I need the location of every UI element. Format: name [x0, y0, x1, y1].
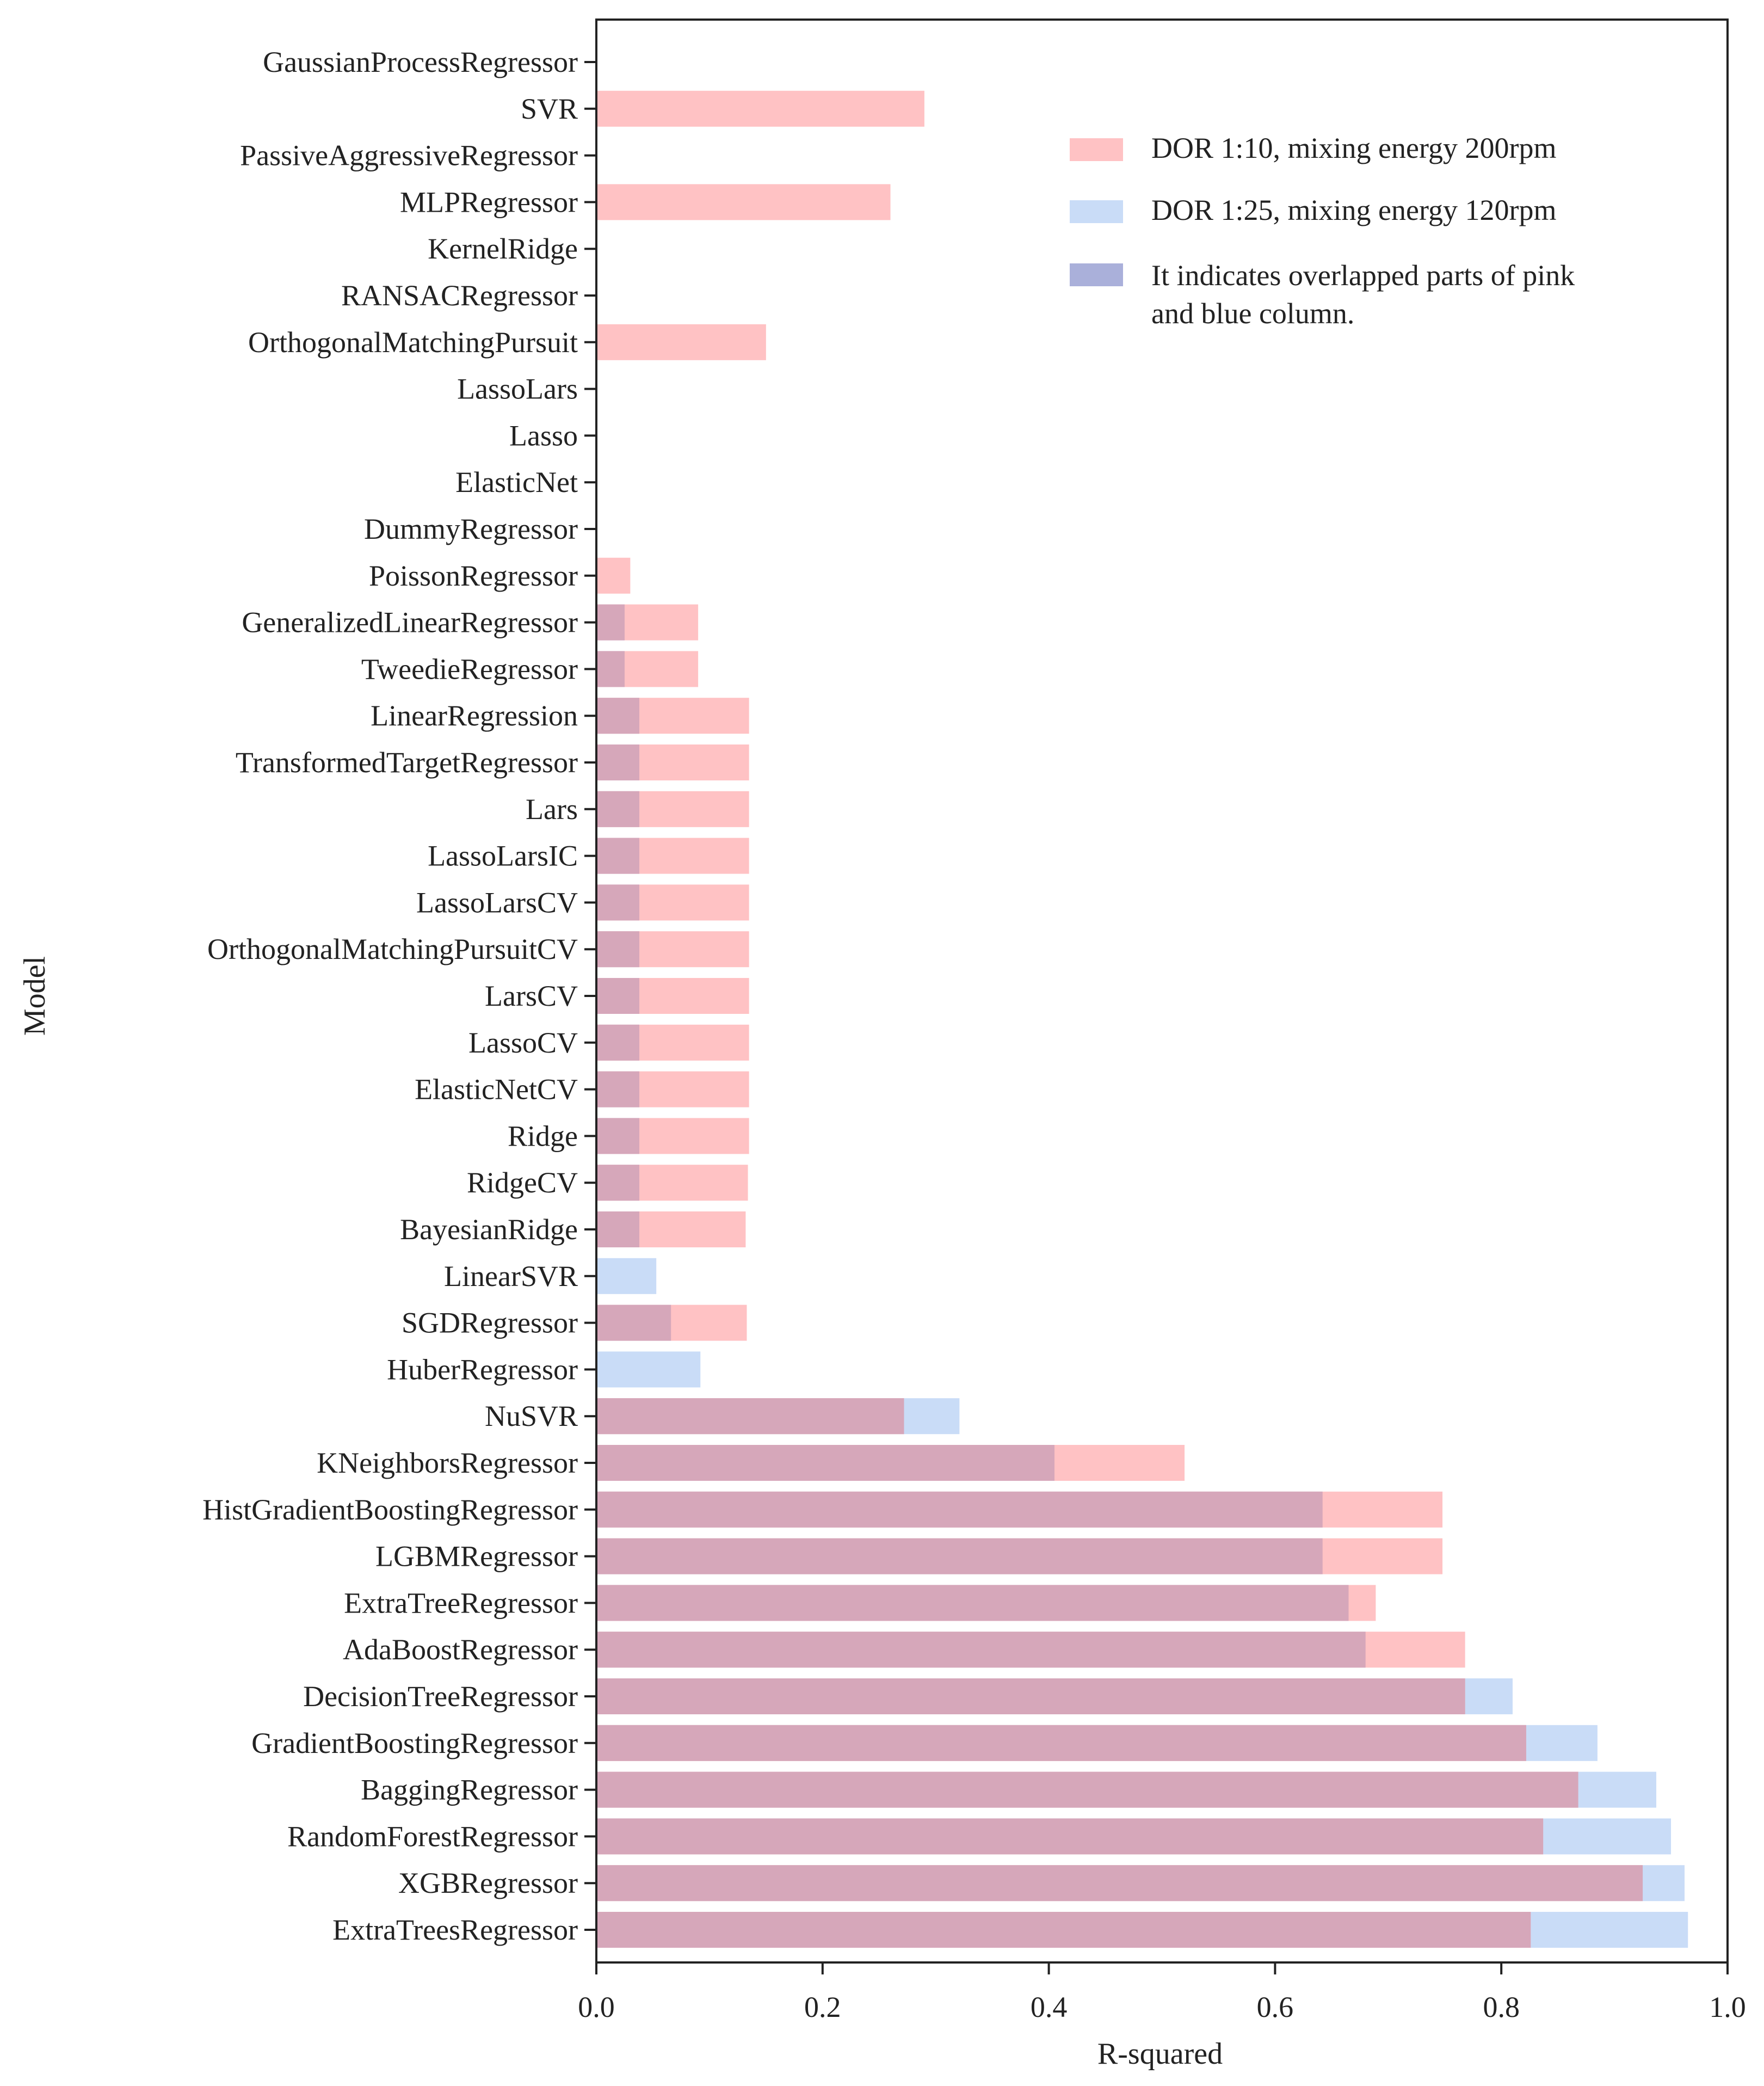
y-tick-label: TweedieRegressor	[361, 653, 578, 685]
axes-layer	[584, 19, 1729, 1974]
y-tick-label: GradientBoostingRegressor	[251, 1727, 578, 1759]
y-tick-label: PoissonRegressor	[369, 559, 578, 592]
y-tick-label: HistGradientBoostingRegressor	[202, 1493, 578, 1526]
bar-overlap	[596, 604, 625, 641]
legend-label-pink: DOR 1:10, mixing energy 200rpm	[1151, 132, 1556, 164]
bar-overlap	[596, 1912, 1531, 1948]
y-tick-label: SVR	[521, 93, 578, 125]
y-tick-label: AdaBoostRegressor	[343, 1633, 578, 1666]
bar-overlap	[596, 1211, 640, 1247]
y-tick-label: LassoLarsIC	[428, 840, 578, 872]
legend-label-blue: DOR 1:25, mixing energy 120rpm	[1151, 194, 1556, 226]
bars-layer	[596, 90, 1688, 1948]
y-tick-label: DummyRegressor	[364, 513, 578, 545]
y-tick-label: RidgeCV	[467, 1166, 578, 1199]
bar-pink	[596, 184, 891, 220]
bar-overlap	[596, 1445, 1054, 1481]
bar-overlap	[596, 791, 640, 827]
y-axis-label: Model	[18, 956, 52, 1036]
y-tick-label: LassoLars	[457, 373, 578, 405]
bar-overlap	[596, 1585, 1349, 1621]
bar-overlap	[596, 1118, 640, 1154]
bar-overlap	[596, 1398, 904, 1435]
legend-swatch-overlap	[1070, 263, 1123, 286]
legend: DOR 1:10, mixing energy 200rpm DOR 1:25,…	[1070, 132, 1575, 330]
y-tick-label: PassiveAggressiveRegressor	[240, 139, 578, 172]
y-tick-labels: GaussianProcessRegressor SVR PassiveAggres…	[202, 46, 578, 1946]
bar-pink	[596, 324, 766, 360]
legend-swatch-blue	[1070, 200, 1123, 223]
y-tick-label: Lars	[526, 793, 578, 826]
bar-overlap	[596, 1818, 1544, 1855]
y-tick-label: XGBRegressor	[398, 1867, 578, 1899]
bar-overlap	[596, 1165, 640, 1201]
bar-overlap	[596, 931, 640, 968]
bar-overlap	[596, 1725, 1526, 1761]
y-tick-label: LGBMRegressor	[375, 1540, 578, 1573]
y-tick-label: Ridge	[508, 1119, 578, 1152]
y-tick-label: KNeighborsRegressor	[317, 1447, 578, 1479]
y-tick-label: MLPRegressor	[400, 186, 578, 218]
y-tick-label: TransformedTargetRegressor	[236, 746, 578, 779]
bar-overlap	[596, 978, 640, 1014]
bar-pink	[596, 557, 631, 594]
x-tick-label: 1.0	[1709, 1991, 1746, 2023]
x-axis-label: R-squared	[1097, 2037, 1223, 2071]
bar-overlap	[596, 838, 640, 874]
y-tick-label: RandomForestRegressor	[287, 1820, 578, 1853]
y-tick-label: ExtraTreesRegressor	[332, 1913, 578, 1946]
bar-overlap	[596, 1024, 640, 1061]
bar-overlap	[596, 651, 625, 687]
y-tick-label: LassoCV	[468, 1026, 578, 1059]
x-tick-label: 0.8	[1483, 1991, 1520, 2023]
x-tick-label: 0.2	[804, 1991, 841, 2023]
x-tick-label: 0.0	[578, 1991, 615, 2023]
legend-swatch-pink	[1070, 138, 1123, 161]
y-tick-label: LassoLarsCV	[416, 886, 578, 919]
bar-overlap	[596, 1632, 1366, 1668]
bar-overlap	[596, 744, 640, 780]
y-tick-label: KernelRidge	[428, 232, 578, 265]
bar-overlap	[596, 1771, 1578, 1808]
bar-overlap	[596, 1538, 1323, 1574]
x-tick-label: 0.6	[1257, 1991, 1294, 2023]
x-tick-labels: 0.0 0.2 0.4 0.6 0.8 1.0	[578, 1991, 1746, 2023]
bar-overlap	[596, 884, 640, 921]
bar-blue	[596, 1351, 701, 1388]
y-tick-label: NuSVR	[485, 1400, 578, 1432]
bar-overlap	[596, 1071, 640, 1107]
y-tick-label: LinearSVR	[444, 1260, 578, 1293]
bar-overlap	[596, 1304, 671, 1341]
y-tick-label: RANSACRegressor	[341, 279, 578, 312]
bar-blue	[596, 1258, 657, 1294]
bar-overlap	[596, 698, 640, 734]
y-tick-label: OrthogonalMatchingPursuit	[248, 326, 578, 359]
y-tick-label: SGDRegressor	[402, 1307, 578, 1339]
y-tick-label: DecisionTreeRegressor	[303, 1680, 578, 1713]
bar-overlap	[596, 1491, 1323, 1528]
y-tick-label: LinearRegression	[371, 699, 578, 732]
y-tick-label: ExtraTreeRegressor	[344, 1586, 578, 1619]
y-tick-label: HuberRegressor	[387, 1353, 578, 1386]
y-tick-label: BayesianRidge	[400, 1213, 578, 1246]
y-tick-label: ElasticNet	[455, 466, 578, 499]
legend-label-overlap-line1: It indicates overlapped parts of pink	[1151, 259, 1575, 292]
y-tick-label: BaggingRegressor	[361, 1774, 578, 1806]
y-tick-label: Lasso	[509, 419, 578, 452]
y-tick-label: LarsCV	[485, 980, 578, 1012]
legend-label-overlap-line2: and blue column.	[1151, 297, 1354, 330]
bar-overlap	[596, 1865, 1643, 1902]
y-tick-label: OrthogonalMatchingPursuitCV	[207, 933, 578, 965]
bar-overlap	[596, 1678, 1465, 1714]
y-tick-label: ElasticNetCV	[415, 1073, 578, 1106]
y-tick-label: GaussianProcessRegressor	[263, 46, 578, 78]
plot-frame	[595, 19, 1729, 1964]
y-tick-label: GeneralizedLinearRegressor	[242, 606, 578, 639]
bar-pink	[596, 90, 924, 127]
x-tick-label: 0.4	[1031, 1991, 1068, 2023]
